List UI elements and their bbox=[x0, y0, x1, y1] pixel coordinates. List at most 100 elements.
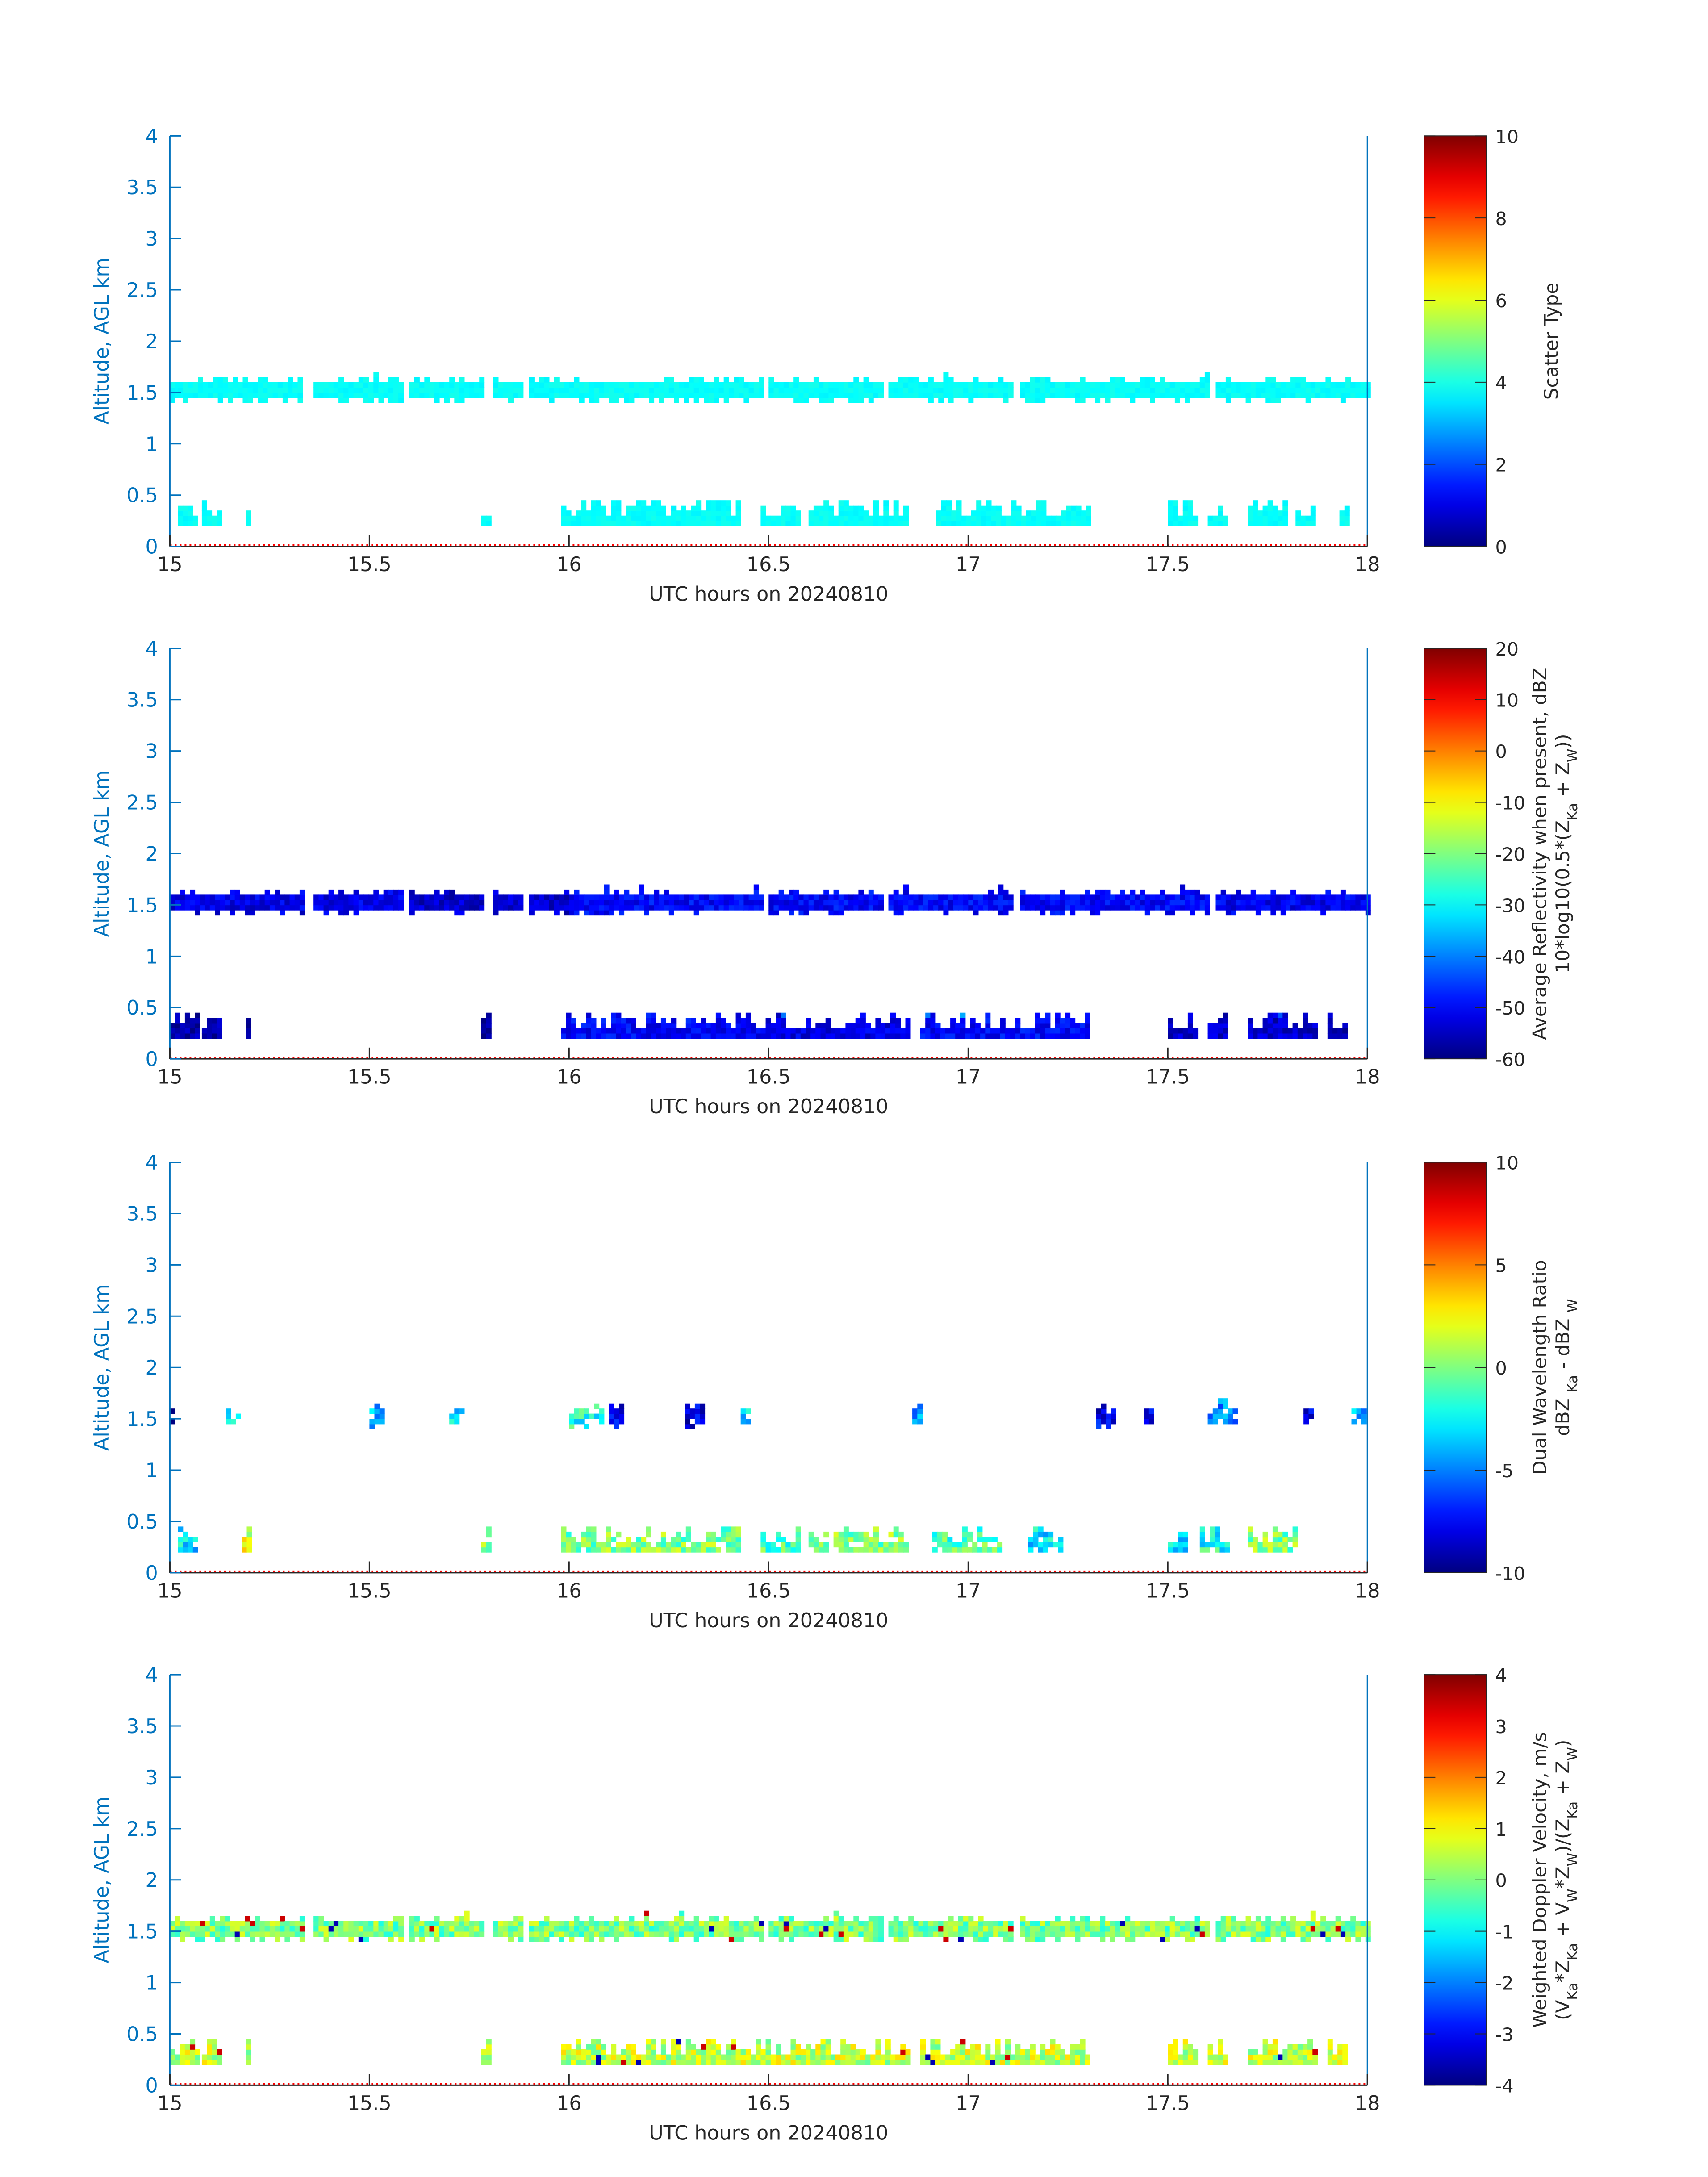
heatmap-cell bbox=[845, 1033, 851, 1039]
heatmap-cell bbox=[735, 1033, 741, 1039]
heatmap-cell bbox=[178, 1537, 184, 1542]
heatmap-cell bbox=[740, 2060, 746, 2065]
heatmap-cell bbox=[1135, 905, 1140, 911]
heatmap-cell bbox=[905, 1018, 911, 1024]
heatmap-cell bbox=[1053, 1542, 1059, 1548]
heatmap-cell bbox=[1303, 1033, 1308, 1039]
heatmap-cell bbox=[983, 387, 989, 393]
heatmap-cell bbox=[908, 1931, 914, 1937]
heatmap-cell bbox=[819, 1547, 824, 1553]
heatmap-cell bbox=[1182, 2054, 1188, 2060]
heatmap-cell bbox=[644, 905, 649, 911]
heatmap-cell bbox=[925, 1023, 931, 1028]
heatmap-cell bbox=[1335, 905, 1341, 911]
heatmap-cell bbox=[970, 1033, 976, 1039]
heatmap-cell bbox=[626, 2049, 631, 2055]
heatmap-cell bbox=[579, 894, 585, 900]
heatmap-cell bbox=[656, 2054, 661, 2060]
heatmap-cell bbox=[1245, 894, 1251, 900]
heatmap-cell bbox=[1030, 1931, 1036, 1937]
heatmap-cell bbox=[700, 1408, 706, 1414]
heatmap-cell bbox=[1075, 2060, 1081, 2065]
panel-2: 15 15.5 16 16.5 17 17.5 1800.511.522.533.54UTC… bbox=[91, 638, 1581, 1118]
heatmap-cell bbox=[778, 889, 784, 895]
heatmap-cell bbox=[1325, 1931, 1331, 1937]
heatmap-cell bbox=[518, 392, 524, 398]
heatmap-cell bbox=[748, 382, 754, 388]
heatmap-cell bbox=[589, 1413, 594, 1419]
heatmap-cell bbox=[1095, 894, 1101, 900]
heatmap-cell bbox=[1173, 515, 1178, 521]
heatmap-cell bbox=[971, 521, 977, 526]
heatmap-cell bbox=[853, 1537, 859, 1542]
y-tick-label: 0 bbox=[146, 1562, 158, 1585]
heatmap-cell bbox=[660, 1018, 666, 1024]
heatmap-cell bbox=[1106, 1419, 1111, 1425]
heatmap-cell bbox=[1065, 1926, 1071, 1932]
heatmap-cell bbox=[946, 510, 952, 516]
heatmap-cell bbox=[1305, 521, 1311, 526]
heatmap-cell bbox=[1361, 1413, 1367, 1419]
heatmap-cell bbox=[1100, 1931, 1106, 1937]
heatmap-cell bbox=[706, 510, 711, 516]
heatmap-cell bbox=[539, 1921, 545, 1926]
heatmap-cell bbox=[1036, 515, 1042, 521]
heatmap-cell bbox=[685, 1018, 691, 1024]
heatmap-cell bbox=[905, 1023, 911, 1028]
heatmap-cell bbox=[900, 2044, 906, 2050]
heatmap-cell bbox=[246, 521, 251, 526]
heatmap-cell bbox=[734, 387, 739, 393]
heatmap-cell bbox=[1100, 1916, 1106, 1922]
heatmap-cell bbox=[508, 1926, 514, 1932]
heatmap-cell bbox=[1218, 515, 1223, 521]
heatmap-cell bbox=[1144, 1921, 1150, 1926]
heatmap-cell bbox=[1165, 392, 1170, 398]
heatmap-cell bbox=[1061, 515, 1067, 521]
heatmap-cell bbox=[798, 1921, 804, 1926]
heatmap-cell bbox=[685, 510, 691, 516]
heatmap-cell bbox=[1286, 387, 1291, 393]
heatmap-cell bbox=[718, 382, 724, 388]
heatmap-cell bbox=[601, 510, 606, 516]
heatmap-cell bbox=[765, 1547, 771, 1553]
heatmap-cell bbox=[828, 1931, 834, 1937]
heatmap-cell bbox=[982, 1547, 988, 1553]
heatmap-cell bbox=[170, 1408, 175, 1414]
heatmap-cell bbox=[1115, 1931, 1120, 1937]
heatmap-cell bbox=[1300, 382, 1306, 388]
heatmap-cell bbox=[868, 1542, 874, 1548]
heatmap-cell bbox=[1110, 392, 1115, 398]
heatmap-cell bbox=[566, 2060, 572, 2065]
heatmap-cell bbox=[955, 2049, 961, 2055]
heatmap-cell bbox=[1232, 1408, 1238, 1414]
heatmap-cell bbox=[966, 521, 972, 526]
heatmap-cell bbox=[222, 382, 228, 388]
heatmap-cell bbox=[863, 894, 869, 900]
heatmap-cell bbox=[660, 1537, 666, 1542]
heatmap-cell bbox=[1080, 377, 1086, 383]
heatmap-cell bbox=[970, 1028, 976, 1034]
colorbar-tick-label: 0 bbox=[1495, 537, 1507, 558]
heatmap-cell bbox=[1250, 1931, 1256, 1937]
heatmap-cell bbox=[651, 510, 656, 516]
heatmap-cell bbox=[1090, 894, 1095, 900]
heatmap-cell bbox=[1248, 1023, 1253, 1028]
heatmap-cell bbox=[288, 382, 293, 388]
heatmap-cell bbox=[1305, 387, 1311, 393]
heatmap-cell bbox=[731, 1028, 736, 1034]
heatmap-cell bbox=[195, 2060, 200, 2065]
heatmap-cell bbox=[581, 2049, 587, 2055]
heatmap-cell bbox=[571, 1542, 576, 1548]
heatmap-cell bbox=[1130, 1926, 1136, 1932]
heatmap-cell bbox=[616, 1033, 622, 1039]
heatmap-cell bbox=[1169, 910, 1175, 916]
heatmap-cell bbox=[604, 1926, 610, 1932]
heatmap-cell bbox=[676, 1531, 681, 1538]
heatmap-cell bbox=[1040, 1033, 1046, 1039]
heatmap-cell bbox=[184, 2044, 190, 2050]
heatmap-cell bbox=[1030, 2054, 1036, 2060]
heatmap-cell bbox=[1207, 2054, 1213, 2060]
heatmap-cell bbox=[960, 2039, 966, 2045]
heatmap-cell bbox=[581, 500, 587, 506]
heatmap-cell bbox=[591, 1526, 597, 1532]
